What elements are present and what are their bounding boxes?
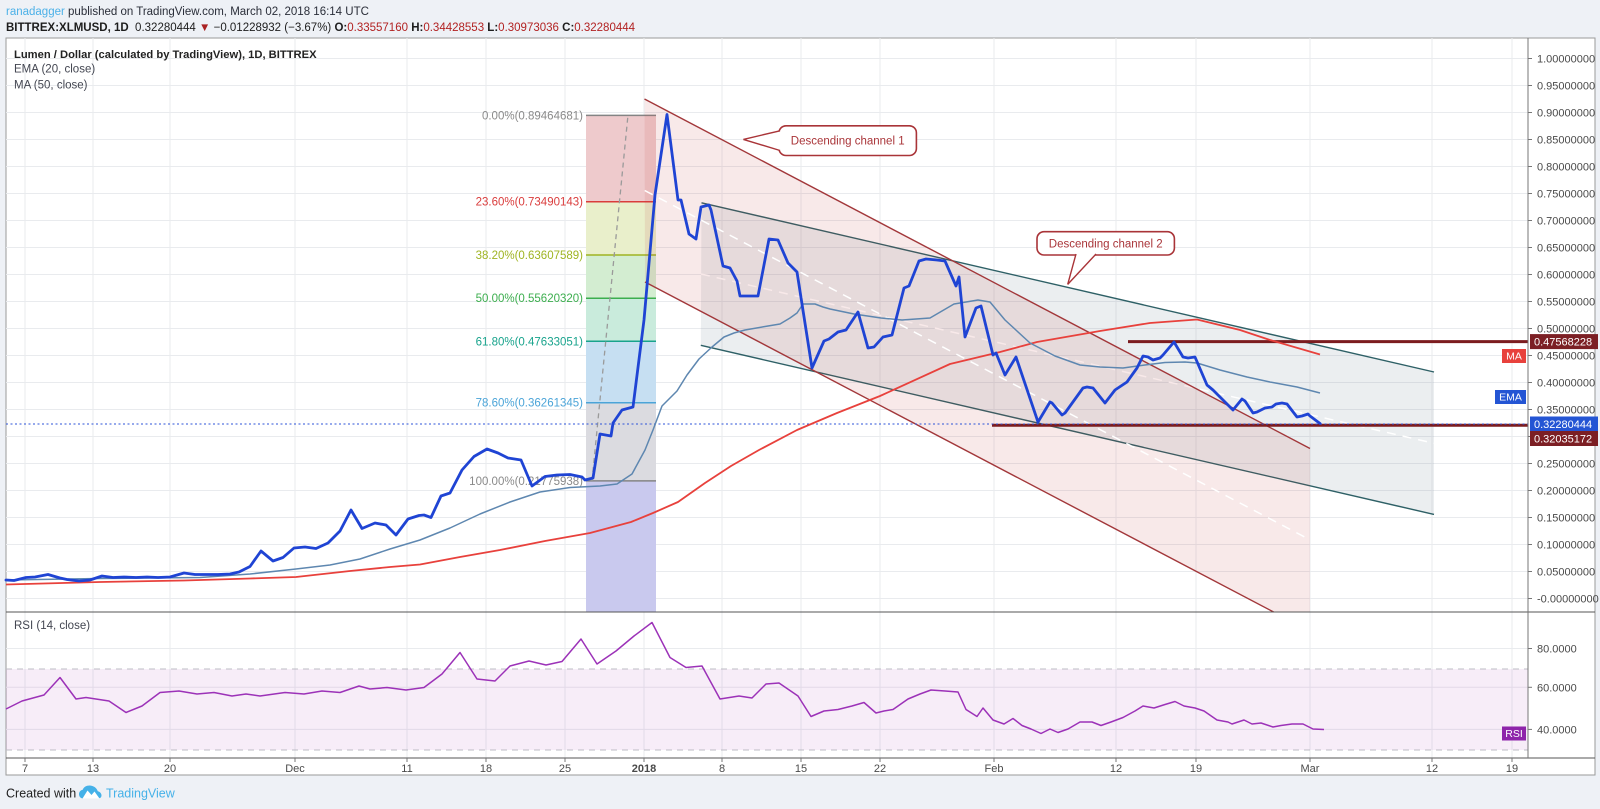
svg-text:13: 13: [87, 763, 99, 775]
svg-text:Lumen / Dollar (calculated by: Lumen / Dollar (calculated by TradingVie…: [14, 49, 317, 61]
svg-text:0.70000000: 0.70000000: [1537, 216, 1595, 228]
svg-text:0.47568228: 0.47568228: [1534, 337, 1592, 349]
svg-text:0.60000000: 0.60000000: [1537, 270, 1595, 282]
svg-text:Dec: Dec: [285, 763, 305, 775]
svg-text:20: 20: [164, 763, 176, 775]
svg-text:0.90000000: 0.90000000: [1537, 108, 1595, 120]
svg-text:0.35000000: 0.35000000: [1537, 405, 1595, 417]
svg-text:0.15000000: 0.15000000: [1537, 513, 1595, 525]
svg-text:Mar: Mar: [1301, 763, 1320, 775]
svg-text:-0.00000000: -0.00000000: [1537, 594, 1599, 606]
svg-text:0.20000000: 0.20000000: [1537, 486, 1595, 498]
svg-text:BITTREX:XLMUSD, 1D 0.32280444: BITTREX:XLMUSD, 1D 0.32280444 ▼ −0.01228…: [6, 22, 636, 34]
svg-text:8: 8: [719, 763, 725, 775]
svg-text:0.25000000: 0.25000000: [1537, 459, 1595, 471]
svg-text:19: 19: [1190, 763, 1202, 775]
svg-text:22: 22: [874, 763, 886, 775]
svg-text:0.55000000: 0.55000000: [1537, 297, 1595, 309]
svg-text:ranadagger published on Tradin: ranadagger published on TradingView.com,…: [6, 6, 369, 18]
svg-text:60.0000: 60.0000: [1537, 682, 1577, 694]
svg-text:23.60%(0.73490143): 23.60%(0.73490143): [476, 197, 584, 209]
svg-text:15: 15: [795, 763, 807, 775]
svg-text:0.00%(0.89464681): 0.00%(0.89464681): [482, 110, 583, 122]
svg-text:0.80000000: 0.80000000: [1537, 162, 1595, 174]
svg-text:MA: MA: [1506, 351, 1522, 363]
svg-text:0.10000000: 0.10000000: [1537, 540, 1595, 552]
svg-text:25: 25: [559, 763, 571, 775]
svg-text:MA (50, close): MA (50, close): [14, 80, 88, 92]
svg-text:61.80%(0.47633051): 61.80%(0.47633051): [476, 336, 584, 348]
svg-text:0.32035172: 0.32035172: [1534, 434, 1592, 446]
svg-text:0.32280444: 0.32280444: [1534, 419, 1592, 431]
svg-text:EMA (20, close): EMA (20, close): [14, 64, 95, 76]
svg-text:RSI (14, close): RSI (14, close): [14, 620, 90, 632]
svg-text:38.20%(0.63607589): 38.20%(0.63607589): [476, 250, 584, 262]
svg-text:0.85000000: 0.85000000: [1537, 135, 1595, 147]
svg-text:TradingView: TradingView: [106, 787, 176, 801]
svg-text:78.60%(0.36261345): 78.60%(0.36261345): [476, 398, 584, 410]
svg-text:7: 7: [22, 763, 28, 775]
svg-text:50.00%(0.55620320): 50.00%(0.55620320): [476, 293, 584, 305]
svg-text:0.40000000: 0.40000000: [1537, 378, 1595, 390]
svg-text:0.75000000: 0.75000000: [1537, 189, 1595, 201]
svg-text:Created with: Created with: [6, 787, 76, 801]
svg-text:EMA: EMA: [1499, 392, 1522, 404]
svg-text:100.00%(0.21775938): 100.00%(0.21775938): [469, 476, 583, 488]
svg-text:Feb: Feb: [985, 763, 1004, 775]
svg-text:RSI: RSI: [1505, 728, 1523, 740]
svg-text:0.45000000: 0.45000000: [1537, 351, 1595, 363]
svg-text:40.0000: 40.0000: [1537, 724, 1577, 736]
svg-text:0.65000000: 0.65000000: [1537, 243, 1595, 255]
svg-text:2018: 2018: [632, 763, 656, 775]
svg-text:18: 18: [480, 763, 492, 775]
svg-text:0.50000000: 0.50000000: [1537, 324, 1595, 336]
svg-text:0.95000000: 0.95000000: [1537, 81, 1595, 93]
svg-text:19: 19: [1506, 763, 1518, 775]
svg-text:11: 11: [401, 763, 412, 775]
svg-text:12: 12: [1110, 763, 1122, 775]
svg-text:80.0000: 80.0000: [1537, 644, 1577, 656]
svg-text:Descending channel 1: Descending channel 1: [791, 136, 905, 148]
svg-text:12: 12: [1426, 763, 1438, 775]
svg-text:0.05000000: 0.05000000: [1537, 567, 1595, 579]
svg-text:Descending channel 2: Descending channel 2: [1049, 238, 1163, 250]
svg-text:1.00000000: 1.00000000: [1537, 54, 1595, 66]
